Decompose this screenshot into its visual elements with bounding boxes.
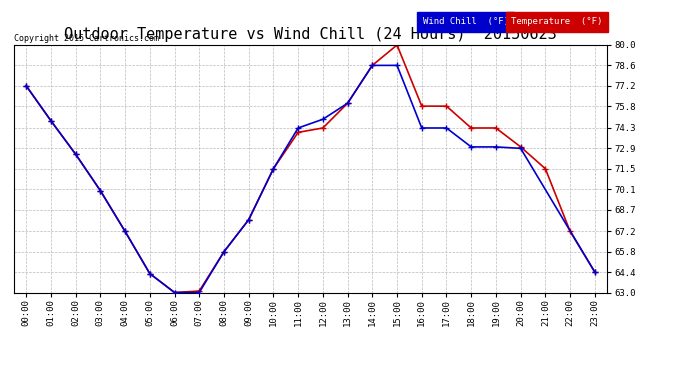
Text: Copyright 2015 Cartronics.com: Copyright 2015 Cartronics.com: [14, 33, 159, 42]
Title: Outdoor Temperature vs Wind Chill (24 Hours)  20150623: Outdoor Temperature vs Wind Chill (24 Ho…: [64, 27, 557, 42]
Legend: Wind Chill  (°F), Temperature  (°F): Wind Chill (°F), Temperature (°F): [420, 17, 602, 26]
